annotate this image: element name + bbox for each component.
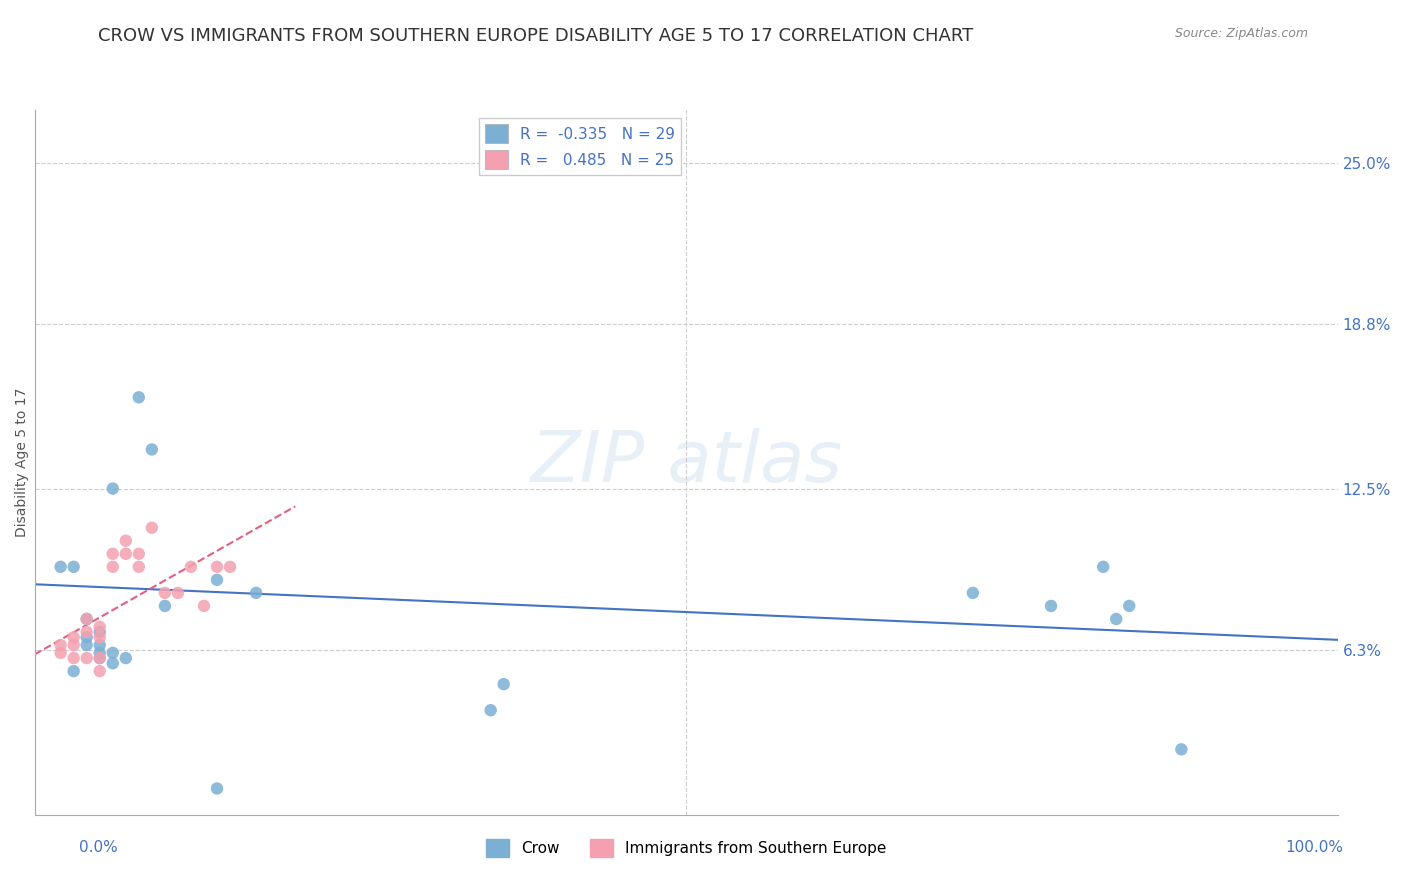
Point	[128, 390, 150, 404]
Point	[128, 559, 150, 574]
Point	[219, 559, 242, 574]
Y-axis label: Disability Age 5 to 17: Disability Age 5 to 17	[15, 388, 30, 537]
Point	[492, 677, 515, 691]
Point	[76, 651, 98, 665]
Point	[205, 781, 228, 796]
Point	[114, 533, 136, 548]
Text: 0.0%: 0.0%	[79, 840, 118, 855]
Point	[62, 651, 84, 665]
Point	[141, 521, 163, 535]
Text: Source: ZipAtlas.com: Source: ZipAtlas.com	[1174, 27, 1308, 40]
Point	[89, 651, 111, 665]
Point	[180, 559, 202, 574]
Point	[245, 586, 267, 600]
Point	[89, 664, 111, 678]
Point	[1118, 599, 1140, 613]
Point	[101, 559, 124, 574]
Point	[49, 638, 72, 652]
Point	[205, 559, 228, 574]
Point	[101, 547, 124, 561]
Point	[962, 586, 984, 600]
Point	[89, 625, 111, 640]
Point	[205, 573, 228, 587]
Point	[76, 625, 98, 640]
Point	[1170, 742, 1192, 756]
Point	[153, 586, 176, 600]
Point	[89, 638, 111, 652]
Point	[101, 482, 124, 496]
Point	[114, 651, 136, 665]
Text: ZIP atlas: ZIP atlas	[530, 428, 842, 497]
Point	[89, 651, 111, 665]
Point	[76, 612, 98, 626]
Point	[62, 638, 84, 652]
Point	[193, 25, 215, 39]
Point	[89, 630, 111, 644]
Point	[193, 599, 215, 613]
Point	[153, 599, 176, 613]
Point	[141, 442, 163, 457]
Point	[167, 586, 190, 600]
Point	[62, 559, 84, 574]
Text: 100.0%: 100.0%	[1285, 840, 1344, 855]
Point	[89, 646, 111, 660]
Legend: R =  -0.335   N = 29, R =   0.485   N = 25: R = -0.335 N = 29, R = 0.485 N = 25	[479, 118, 681, 175]
Point	[62, 664, 84, 678]
Point	[1040, 599, 1063, 613]
Point	[49, 646, 72, 660]
Point	[479, 703, 502, 717]
Point	[1105, 612, 1128, 626]
Point	[1092, 559, 1115, 574]
Point	[76, 638, 98, 652]
Point	[101, 646, 124, 660]
Point	[114, 547, 136, 561]
Point	[49, 559, 72, 574]
Text: CROW VS IMMIGRANTS FROM SOUTHERN EUROPE DISABILITY AGE 5 TO 17 CORRELATION CHART: CROW VS IMMIGRANTS FROM SOUTHERN EUROPE …	[98, 27, 974, 45]
Point	[62, 630, 84, 644]
Point	[89, 620, 111, 634]
Point	[128, 547, 150, 561]
Point	[76, 612, 98, 626]
Point	[76, 630, 98, 644]
Point	[101, 657, 124, 671]
